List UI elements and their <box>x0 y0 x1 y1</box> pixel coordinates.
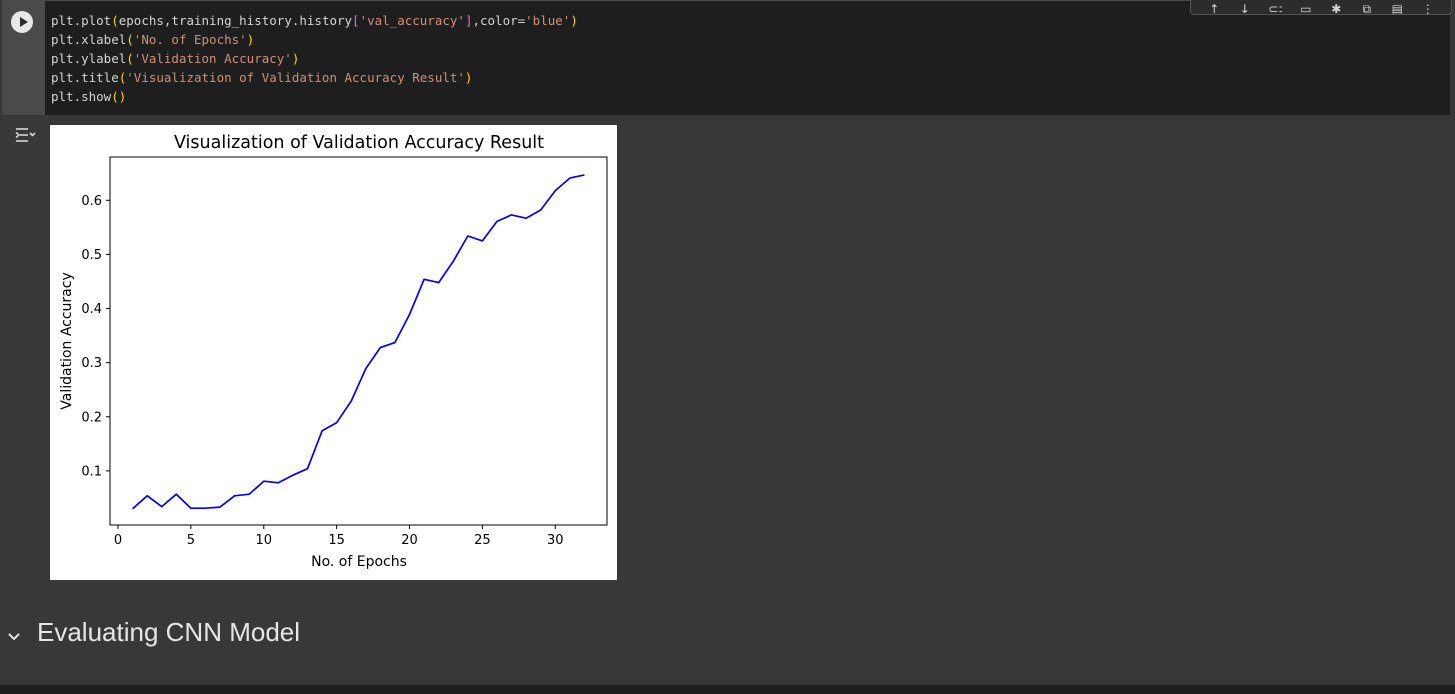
link-icon[interactable]: ⊂⊃ <box>1268 4 1282 14</box>
chart-output: Visualization of Validation Accuracy Res… <box>50 125 617 580</box>
code-token: ( <box>126 32 134 47</box>
plot-area <box>109 156 608 526</box>
y-tick-label: 0.2 <box>81 410 102 425</box>
x-tick-label: 20 <box>401 533 418 548</box>
code-token: 'No. of Epochs' <box>133 32 247 47</box>
code-line: plt.xlabel('No. of Epochs') <box>45 30 1450 49</box>
more-icon[interactable]: ⋮ <box>1421 4 1434 14</box>
x-tick-label: 5 <box>187 533 195 548</box>
arrow-down-icon[interactable]: ↓ <box>1239 4 1250 14</box>
code-token: ) <box>570 13 578 28</box>
code-editor[interactable]: plt.plot(epochs,training_history.history… <box>45 1 1450 115</box>
line-chart: Visualization of Validation Accuracy Res… <box>59 133 608 570</box>
x-tick-label: 0 <box>114 533 122 548</box>
code-token: plt.title <box>51 70 119 85</box>
x-axis-label: No. of Epochs <box>311 554 407 570</box>
code-token: ) <box>246 32 255 47</box>
code-token: 'Visualization of Validation Accuracy Re… <box>126 70 465 85</box>
code-token: ,color= <box>472 13 526 28</box>
code-token: ( <box>111 13 119 28</box>
code-token: ( <box>118 70 127 85</box>
section-title: Evaluating CNN Model <box>37 617 301 647</box>
chart-title: Visualization of Validation Accuracy Res… <box>174 133 544 153</box>
y-tick-label: 0.1 <box>81 464 102 479</box>
code-token: plt.xlabel <box>51 32 127 47</box>
code-token: plt.plot <box>51 13 112 28</box>
section-header[interactable]: Evaluating CNN Model <box>0 596 1455 676</box>
next-cell-edge <box>0 685 1455 694</box>
code-cell[interactable]: plt.plot(epochs,training_history.history… <box>2 0 1452 591</box>
code-token: plt.ylabel <box>51 51 127 66</box>
run-cell-button[interactable] <box>11 11 33 33</box>
val-accuracy-line <box>132 174 585 510</box>
code-token: ] <box>464 13 473 28</box>
code-token: 'Validation Accuracy' <box>133 51 292 66</box>
play-icon <box>19 17 28 27</box>
delete-icon[interactable]: ▤ <box>1391 4 1403 14</box>
code-line: plt.ylabel('Validation Accuracy') <box>45 49 1450 68</box>
y-tick-label: 0.5 <box>81 248 102 263</box>
code-token: 'val_accuracy' <box>359 13 465 28</box>
y-tick-label: 0.4 <box>81 302 102 317</box>
mirror-cell-icon[interactable]: ⧉ <box>1362 4 1372 14</box>
code-token: () <box>111 89 127 104</box>
code-token: 'blue' <box>525 13 571 28</box>
x-tick-label: 15 <box>328 533 345 548</box>
arrow-up-icon[interactable]: ↑ <box>1209 4 1220 14</box>
code-token: ) <box>291 51 300 66</box>
code-token: plt.show <box>51 89 112 104</box>
code-line: plt.title('Visualization of Validation A… <box>45 68 1450 87</box>
x-tick-label: 10 <box>255 533 272 548</box>
y-tick-label: 0.3 <box>81 356 102 371</box>
x-tick-label: 25 <box>474 533 491 548</box>
x-tick-label: 30 <box>547 533 564 548</box>
output-actions-icon[interactable] <box>14 125 36 145</box>
cell-toolbar: ↑ ↓ ⊂⊃ ▭ ✱ ⧉ ▤ ⋮ <box>1190 0 1452 15</box>
code-token: [ <box>352 13 360 28</box>
comment-icon[interactable]: ▭ <box>1300 4 1312 14</box>
settings-icon[interactable]: ✱ <box>1331 4 1342 14</box>
code-token: ) <box>464 70 473 85</box>
code-token: epochs,training_history.history <box>118 13 353 28</box>
chevron-down-icon[interactable] <box>6 629 22 645</box>
cell-gutter <box>2 1 45 115</box>
code-line: plt.show() <box>45 87 1450 106</box>
code-line: plt.plot(epochs,training_history.history… <box>45 11 1450 30</box>
y-tick-label: 0.6 <box>81 194 102 209</box>
code-token: ( <box>126 51 134 66</box>
y-axis-label: Validation Accuracy <box>59 272 75 410</box>
